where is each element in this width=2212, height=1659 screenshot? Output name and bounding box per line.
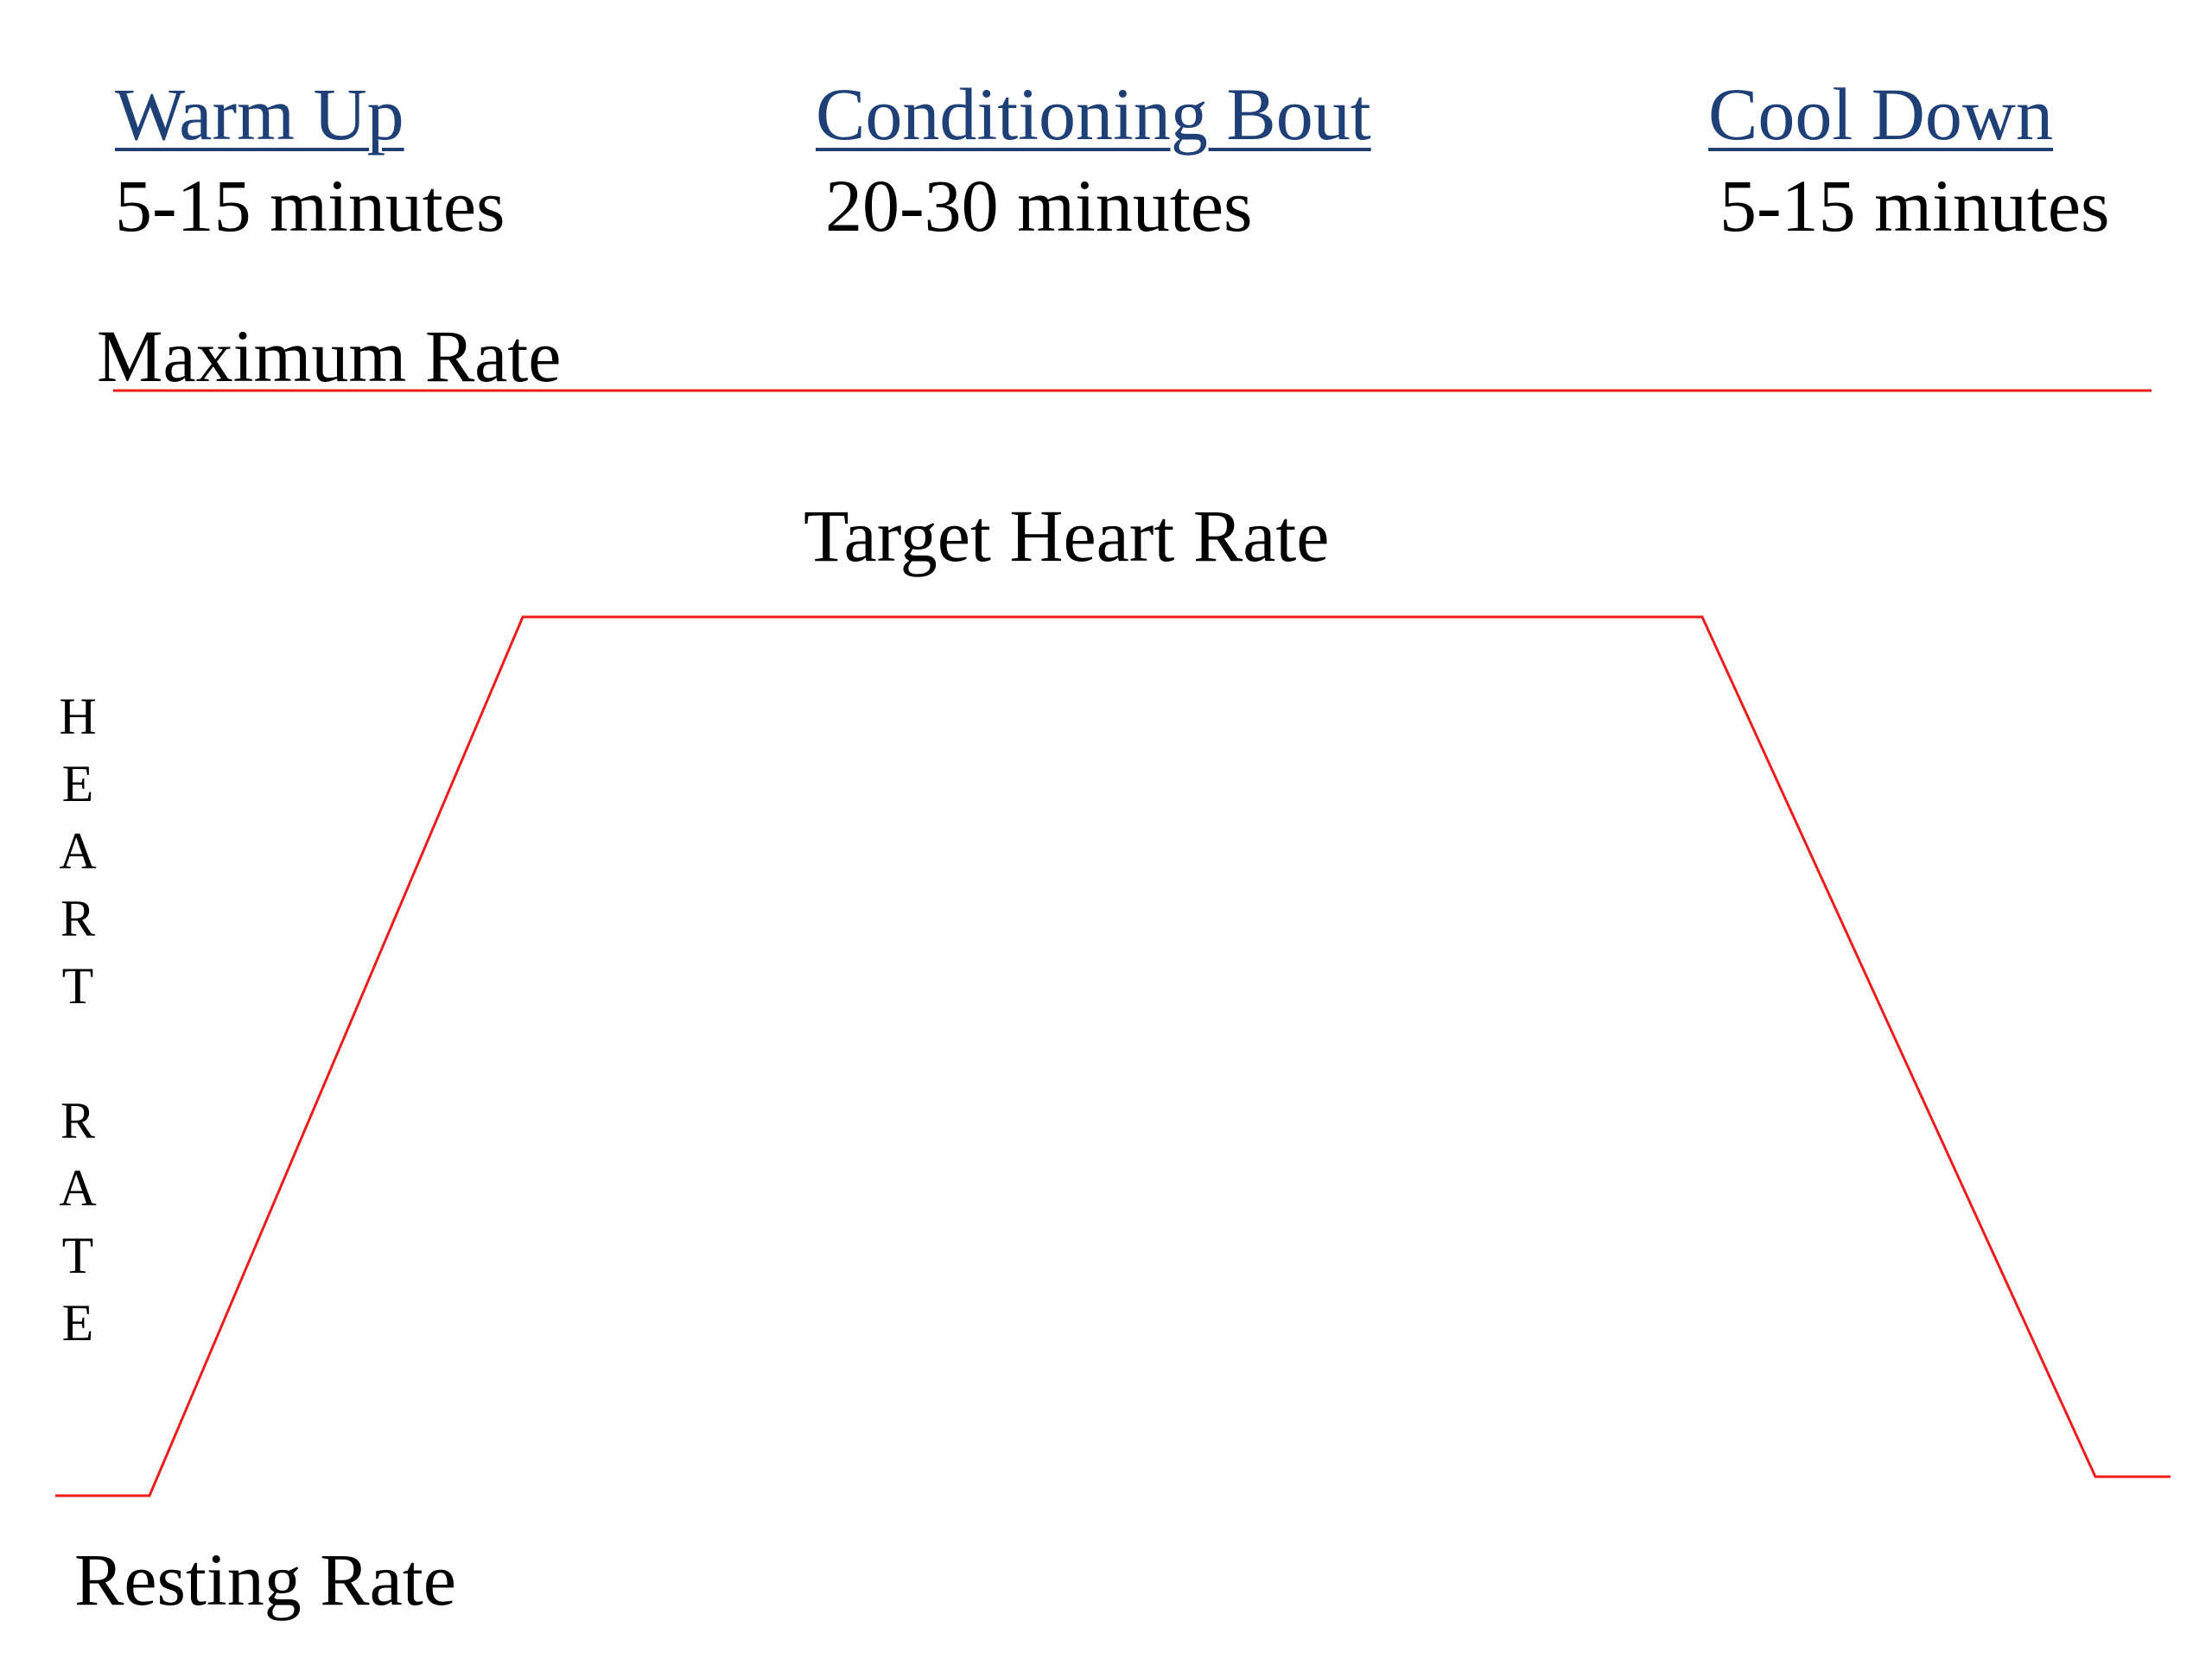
axis-letter: R	[60, 890, 96, 947]
maximum-rate-label: Maximum Rate	[97, 315, 562, 397]
target-heart-rate-label: Target Heart Rate	[804, 494, 1330, 577]
axis-letter: H	[59, 688, 97, 745]
phase-duration-cool-down: 5-15 minutes	[1719, 164, 2110, 247]
axis-letter: A	[59, 1160, 97, 1217]
phase-heading-warm-up[interactable]: Warm Up	[115, 73, 404, 156]
axis-letter: T	[61, 1227, 94, 1284]
phase-heading-cool-down[interactable]: Cool Down	[1708, 73, 2053, 156]
phase-duration-conditioning-bout: 20-30 minutes	[825, 164, 1253, 247]
axis-letter: E	[61, 1294, 94, 1351]
axis-letter: R	[60, 1092, 96, 1149]
phase-duration-warm-up: 5-15 minutes	[115, 164, 505, 247]
axis-letter: A	[59, 823, 97, 880]
axis-letter: E	[61, 755, 94, 812]
axis-letter: T	[61, 957, 94, 1014]
phase-heading-conditioning-bout[interactable]: Conditioning Bout	[816, 73, 1371, 156]
resting-rate-label: Resting Rate	[74, 1538, 456, 1621]
heart-rate-curve	[55, 615, 2171, 1497]
